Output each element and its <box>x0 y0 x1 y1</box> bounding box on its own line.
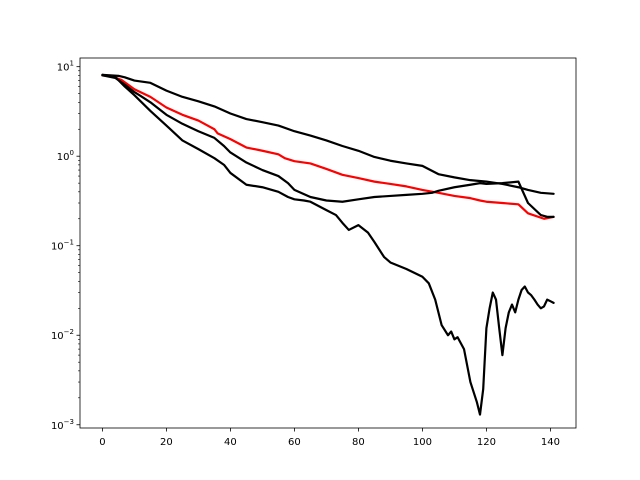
x-tick-label: 80 <box>352 437 365 448</box>
x-tick-label: 20 <box>160 437 173 448</box>
plot-frame <box>79 57 577 429</box>
x-tick-label: 60 <box>288 437 301 448</box>
x-axis: 0 20 40 60 80 100 120 140 <box>99 428 560 448</box>
series-line-4 <box>101 73 555 416</box>
series-line-1 <box>101 73 555 195</box>
series-line-3 <box>101 74 555 218</box>
x-tick-label: 40 <box>224 437 237 448</box>
x-tick-label: 120 <box>477 437 496 448</box>
series-line-2 <box>101 74 555 220</box>
x-tick-label: 100 <box>413 437 432 448</box>
series-layer <box>101 73 555 416</box>
x-tick-label: 140 <box>541 437 560 448</box>
x-tick-label: 0 <box>99 437 105 448</box>
